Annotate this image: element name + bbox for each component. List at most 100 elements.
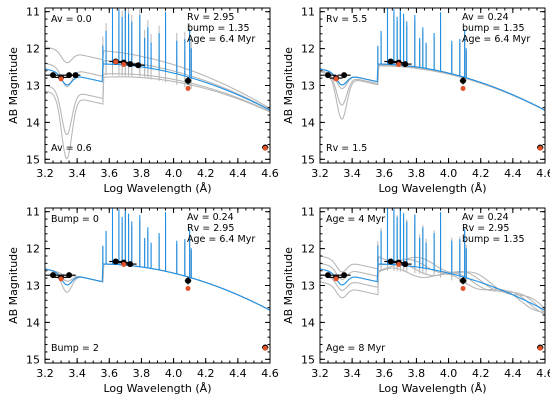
annotation-parameter: bump = 1.35 [462,23,525,34]
x-tick-label: 3.2 [36,167,54,180]
model-photometry-point [396,61,402,67]
y-tick-label: 15 [301,353,315,366]
photometry-point [325,72,332,79]
model-photometry-point [58,76,64,82]
x-tick-label: 4.2 [472,367,490,380]
photometry-point [341,272,348,279]
y-tick-label: 15 [26,153,40,166]
model-spectrum [45,263,270,311]
model-photometry-point [333,276,339,282]
comparison-curve [45,263,270,311]
annotation-parameter: bump = 1.35 [187,23,250,34]
axes-frame [319,207,546,364]
annotation-parameter: Av = 0.24 [462,12,509,23]
x-tick-label: 3.4 [68,167,86,180]
y-tick-label: 14 [301,116,315,129]
comparison-curve [45,76,270,160]
annotation-bottom-left: Av = 0.6 [51,143,92,154]
x-tick-label: 4.4 [504,167,522,180]
x-tick-label: 3.8 [133,367,151,380]
annotation-top-left: Av = 0.0 [51,14,92,25]
y-tick-label: 11 [301,206,315,219]
model-photometry-point [121,61,127,67]
photometry-point [112,258,119,265]
y-tick-label: 14 [301,316,315,329]
annotation-bottom-left: Bump = 2 [51,343,99,354]
annotation-parameter: Rv = 2.95 [187,12,234,23]
photometry-point [387,258,394,265]
comparison-curve [320,65,545,120]
axes-frame [44,207,271,364]
annotation-parameter: Age = 6.4 Myr [462,34,530,45]
x-tick-label: 3.6 [376,167,394,180]
x-tick-label: 3.8 [133,167,151,180]
x-axis-label: Log Wavelength (Å) [103,382,211,395]
model-spectrum [320,63,545,111]
x-tick-label: 4.6 [536,167,550,180]
photometry-point [341,72,348,79]
x-tick-label: 3.2 [36,367,54,380]
model-photometry-point [460,285,466,291]
photometry-point [50,272,57,279]
model-photometry-point [396,261,402,267]
annotation-parameter: Av = 0.24 [187,212,234,223]
y-tick-label: 13 [26,280,40,293]
comparison-curve [45,46,270,109]
comparison-curve [320,64,545,111]
annotation-parameter: Age = 6.4 Myr [187,34,255,45]
model-photometry-point [262,145,268,151]
y-tick-label: 14 [26,316,40,329]
y-tick-label: 15 [301,153,315,166]
photometry-point [460,77,467,84]
x-tick-label: 4.0 [440,167,458,180]
x-tick-label: 4.6 [536,367,550,380]
model-spectrum [45,63,270,111]
annotation-parameter: Rv = 2.95 [462,223,509,234]
photometry-point [127,261,134,268]
model-photometry-point [333,76,339,82]
plot-area [45,8,270,160]
y-tick-label: 11 [26,6,40,19]
comparison-curve [45,263,270,311]
comparison-curve [320,259,545,314]
x-tick-label: 4.6 [261,367,279,380]
model-photometry-point [262,345,268,351]
photometry-point [402,261,409,268]
y-tick-label: 11 [26,206,40,219]
x-tick-label: 4.4 [229,367,247,380]
photometry-point [66,272,73,279]
model-spectrum [320,263,545,311]
y-axis-label: AB Magnitude [7,47,20,124]
panel-bottom-left: 3.2 3.4 3.6 3.8 4.0 4.2 4.4 4.6 11 12 13 14 15 Log Wa… [7,206,279,395]
x-tick-label: 4.0 [440,367,458,380]
x-axis-label: Log Wavelength (Å) [378,382,486,395]
x-tick-label: 3.2 [311,167,329,180]
x-tick-label: 3.6 [101,167,119,180]
annotation-parameter: Age = 6.4 Myr [187,234,255,245]
model-photometry-point [537,345,543,351]
x-tick-label: 4.0 [165,367,183,380]
photometry-point [387,58,394,65]
y-tick-label: 12 [301,43,315,56]
photometry-point [127,61,134,68]
y-tick-label: 12 [301,243,315,256]
x-tick-label: 3.6 [376,367,394,380]
annotation-bottom-left: Age = 8 Myr [326,343,385,354]
plot-area [320,8,545,120]
panel-top-left: 3.2 3.4 3.6 3.8 4.0 4.2 4.4 4.6 11 12 13 14 15 Log Wa… [7,6,279,195]
photometry-point [185,277,192,284]
photometry-point [50,72,57,79]
y-tick-label: 13 [301,280,315,293]
annotation-top-left: Rv = 5.5 [326,14,367,25]
y-tick-label: 13 [26,80,40,93]
photometry-point [66,72,73,79]
annotation-top-left: Bump = 0 [51,214,99,225]
y-axis-label: AB Magnitude [282,47,295,124]
x-tick-label: 4.0 [165,167,183,180]
x-tick-label: 3.6 [101,367,119,380]
x-tick-label: 3.8 [408,167,426,180]
panel-top-right: 3.2 3.4 3.6 3.8 4.0 4.2 4.4 4.6 11 12 13 14 15 Log Wa… [282,6,550,195]
comparison-curve [45,60,270,111]
y-tick-label: 13 [301,80,315,93]
x-axis-label: Log Wavelength (Å) [378,182,486,195]
